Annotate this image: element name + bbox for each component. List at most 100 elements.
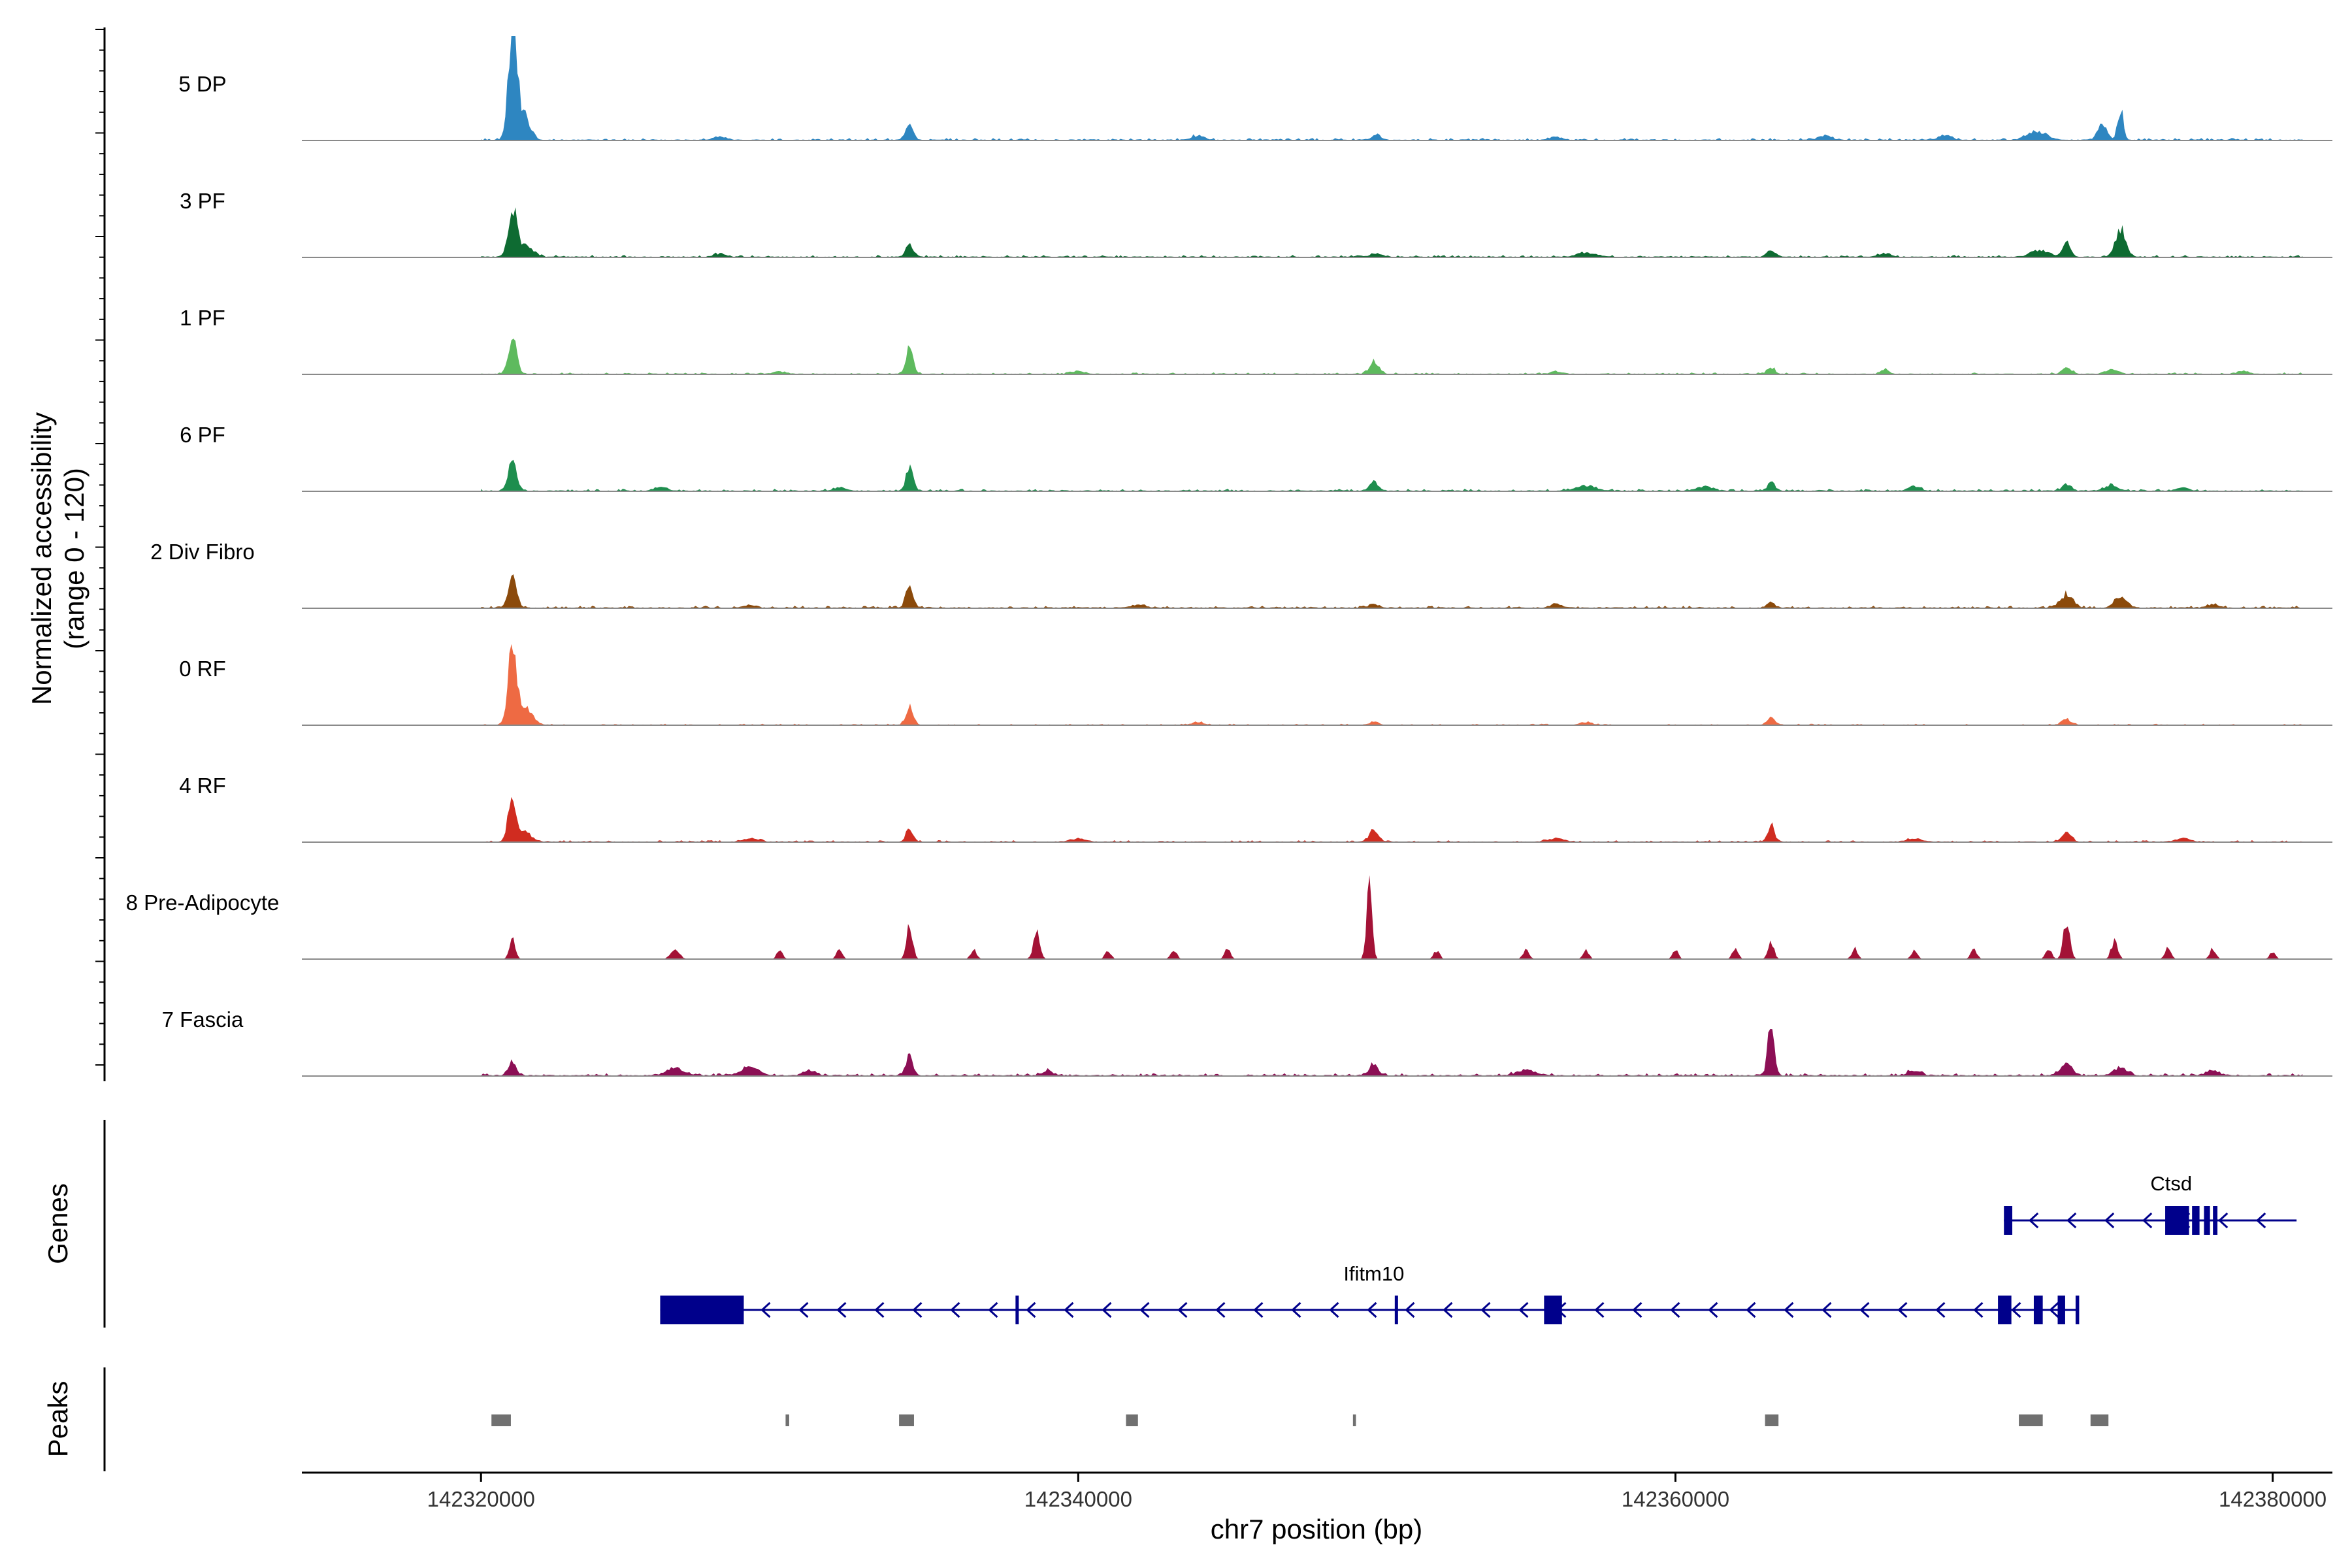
peak-regions [491, 1414, 2109, 1426]
track-label: 5 DP [178, 72, 226, 96]
x-tick-label: 142380000 [2219, 1487, 2327, 1511]
track-2: 3 PF [180, 189, 2332, 258]
track-6: 0 RF [179, 644, 2332, 726]
strand-arrow [1670, 1301, 1680, 1318]
coverage-tracks: 5 DP 3 PF 1 PF 6 PF 2 Div Fibro 0 RF 4 RF 8 Pre… [126, 36, 2332, 1077]
track-1: 5 DP [178, 36, 2332, 141]
gene-models: Ctsd Ifitm10 [660, 1172, 2297, 1324]
coverage-area [481, 338, 2303, 374]
track-5: 2 Div Fibro [150, 540, 2332, 609]
gene-ctsd: Ctsd [2004, 1172, 2297, 1235]
track-label: 3 PF [180, 189, 225, 213]
exon [2075, 1296, 2080, 1324]
peak-region [2090, 1414, 2109, 1426]
strand-arrow [1026, 1301, 1036, 1318]
strand-arrow [2011, 1301, 2021, 1318]
exon [2192, 1206, 2200, 1235]
peak-region [1352, 1414, 1356, 1426]
strand-arrow [798, 1301, 809, 1318]
exon [1544, 1296, 1562, 1324]
strand-arrow [1367, 1301, 1377, 1318]
x-axis-ticks: 142320000 142340000 142360000 142380000 [427, 1473, 2327, 1511]
peak-region [899, 1414, 914, 1426]
peak-region [1126, 1414, 1138, 1426]
strand-arrow [1746, 1301, 1756, 1318]
exon [2213, 1206, 2218, 1235]
strand-arrow [1253, 1301, 1264, 1318]
strand-arrow [1329, 1301, 1339, 1318]
track-label: 0 RF [179, 657, 226, 681]
exon [2057, 1296, 2065, 1324]
strand-arrow [2104, 1212, 2115, 1229]
peaks-panel-label: Peaks [42, 1381, 73, 1458]
x-tick-label: 142320000 [427, 1487, 535, 1511]
coverage-area [481, 574, 2303, 608]
strand-arrow [988, 1301, 998, 1318]
track-8: 8 Pre-Adipocyte [126, 875, 2332, 960]
strand-arrow [1632, 1301, 1642, 1318]
coverage-area [481, 644, 2303, 725]
strand-arrow [1215, 1301, 1226, 1318]
strand-arrow [1405, 1301, 1415, 1318]
peak-region [785, 1414, 789, 1426]
strand-arrow [1859, 1301, 1870, 1318]
strand-arrow [2218, 1212, 2229, 1229]
track-7: 4 RF [179, 774, 2332, 843]
exon [1394, 1296, 1398, 1324]
exon [1015, 1296, 1019, 1324]
track-label: 2 Div Fibro [150, 540, 255, 564]
track-label: 6 PF [180, 423, 225, 447]
x-tick-label: 142360000 [1622, 1487, 1729, 1511]
coverage-area [481, 459, 2303, 491]
coverage-area [481, 207, 2303, 257]
strand-arrow [760, 1301, 771, 1318]
track-9: 7 Fascia [162, 1007, 2332, 1077]
track-label: 1 PF [180, 306, 225, 330]
x-axis-title: chr7 position (bp) [1211, 1514, 1423, 1544]
strand-arrow [1784, 1301, 1794, 1318]
strand-arrow [1973, 1301, 1984, 1318]
gene-name-label: Ctsd [2150, 1172, 2192, 1195]
strand-arrow [1102, 1301, 1112, 1318]
y-axis-range: (range 0 - 120) [59, 468, 90, 649]
gene-ifitm10: Ifitm10 [660, 1262, 2080, 1324]
peak-region [491, 1414, 511, 1426]
exon [660, 1296, 744, 1324]
coverage-area [481, 875, 2303, 959]
exon [2165, 1206, 2189, 1235]
coverage-y-axis [95, 27, 106, 1081]
gene-name-label: Ifitm10 [1343, 1262, 1404, 1285]
peak-region [1765, 1414, 1779, 1426]
x-tick-label: 142340000 [1024, 1487, 1132, 1511]
exon [2033, 1296, 2043, 1324]
track-label: 4 RF [179, 774, 226, 798]
strand-arrow [874, 1301, 885, 1318]
peak-region [2019, 1414, 2043, 1426]
strand-arrow [1897, 1301, 1908, 1318]
strand-arrow [1594, 1301, 1605, 1318]
strand-arrow [1518, 1301, 1529, 1318]
strand-arrow [1708, 1301, 1718, 1318]
exon [2204, 1206, 2210, 1235]
exon [2004, 1206, 2013, 1235]
strand-arrow [2142, 1212, 2153, 1229]
exon [1998, 1296, 2012, 1324]
track-label: 8 Pre-Adipocyte [126, 890, 280, 915]
strand-arrow [1064, 1301, 1074, 1318]
track-4: 6 PF [180, 423, 2332, 492]
strand-arrow [1443, 1301, 1453, 1318]
strand-arrow [1139, 1301, 1150, 1318]
strand-arrow [2066, 1212, 2077, 1229]
track-3: 1 PF [180, 306, 2332, 375]
strand-arrow [836, 1301, 847, 1318]
strand-arrow [2029, 1212, 2039, 1229]
strand-arrow [2049, 1301, 2059, 1318]
strand-arrow [1480, 1301, 1491, 1318]
y-axis-title: Normalized accessibility [26, 412, 57, 705]
strand-arrow [1177, 1301, 1188, 1318]
strand-arrow [1291, 1301, 1301, 1318]
strand-arrow [1935, 1301, 1946, 1318]
coverage-area [481, 36, 2303, 140]
strand-arrow [2256, 1212, 2266, 1229]
